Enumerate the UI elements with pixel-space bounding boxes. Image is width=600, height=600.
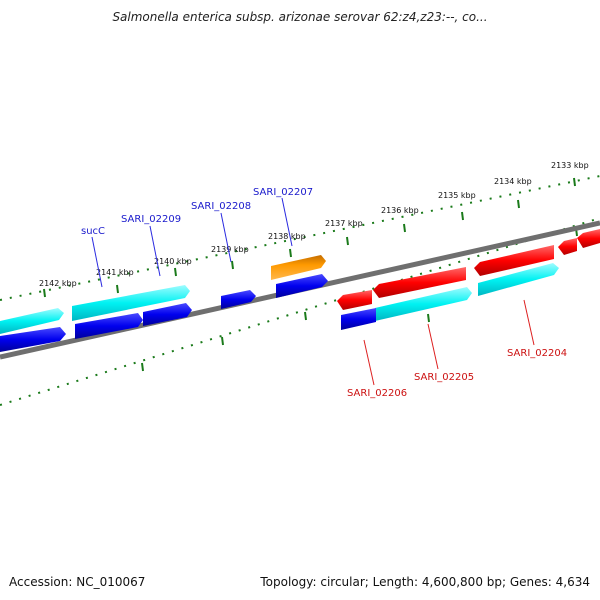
reverse-feature[interactable] [558,238,577,255]
cds-feature[interactable] [0,308,64,334]
scale-label-2138: 2138 kbp [268,232,306,241]
gene-label-sari-02204[interactable]: SARI_02204 [507,348,567,359]
gene-feature-orange[interactable] [271,255,326,280]
map-title: Salmonella enterica subsp. arizonae sero… [112,10,488,24]
forward-gene-features [0,274,376,352]
accession-text: Accession: NC_010067 [9,575,146,589]
gene-label-sari-02209[interactable]: SARI_02209 [121,214,181,225]
cds-feature[interactable] [72,285,190,321]
scale-label-2137: 2137 kbp [325,219,363,228]
gene-label-sari-02206[interactable]: SARI_02206 [347,388,407,399]
gene-label-sari-02205[interactable]: SARI_02205 [414,372,474,383]
scale-label-2141: 2141 kbp [96,268,134,277]
gene-feature[interactable] [143,303,192,326]
upper-major-ticks [43,177,576,298]
gene-feature[interactable] [221,290,256,309]
scale-label-2136: 2136 kbp [381,206,419,215]
reverse-feature[interactable] [474,245,554,276]
reverse-feature[interactable] [337,290,372,310]
reverse-feature[interactable] [577,229,600,248]
scale-label-2139: 2139 kbp [211,245,249,254]
gene-label-succ[interactable]: sucC [81,226,105,237]
gene-feature[interactable] [276,274,328,298]
scale-label-2134: 2134 kbp [494,177,532,186]
reverse-feature[interactable] [373,267,466,298]
scale-label-2133: 2133 kbp [551,161,589,170]
label-leaders-blue [91,197,293,288]
genome-summary-text: Topology: circular; Length: 4,600,800 bp… [260,575,590,589]
forward-cds-features [0,263,559,334]
reverse-features [337,229,600,310]
scale-label-2140: 2140 kbp [154,257,192,266]
scale-label-2142: 2142 kbp [39,279,77,288]
cds-feature[interactable] [478,263,559,296]
gene-label-sari-02208[interactable]: SARI_02208 [191,201,251,212]
scale-label-2135: 2135 kbp [438,191,476,200]
upper-ruler [0,175,600,301]
cds-feature[interactable] [375,287,472,321]
gene-feature[interactable] [75,313,143,339]
gene-label-sari-02207[interactable]: SARI_02207 [253,187,313,198]
gene-feature[interactable] [341,308,376,330]
label-leaders-red [363,299,535,386]
gene-feature[interactable] [0,327,66,352]
